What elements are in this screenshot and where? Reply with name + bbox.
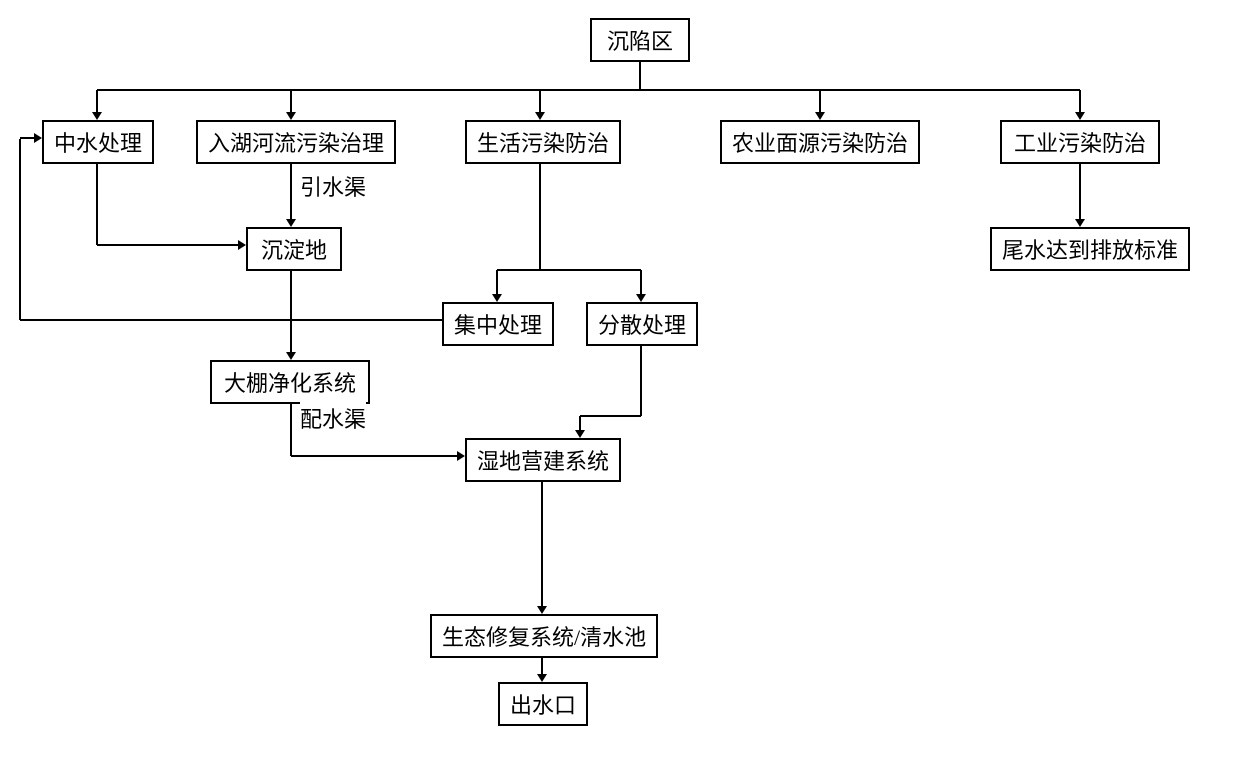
- node-wet: 湿地营建系统: [465, 438, 621, 482]
- node-n2: 入湖河流污染治理: [196, 120, 396, 164]
- node-cent: 集中处理: [442, 302, 554, 346]
- label-l2: 配水渠: [300, 402, 366, 434]
- node-sed: 沉淀地: [246, 227, 342, 271]
- node-n1: 中水处理: [42, 120, 154, 164]
- node-eco: 生态修复系统/清水池: [430, 614, 658, 658]
- node-n5: 工业污染防治: [1000, 120, 1160, 164]
- node-n5b: 尾水达到排放标准: [990, 227, 1190, 271]
- node-root: 沉陷区: [590, 18, 690, 62]
- node-n3: 生活污染防治: [465, 120, 621, 164]
- node-out: 出水口: [498, 682, 588, 726]
- label-l1: 引水渠: [300, 170, 366, 202]
- node-green: 大棚净化系统: [210, 360, 370, 404]
- node-n4: 农业面源污染防治: [720, 120, 920, 164]
- node-disp: 分散处理: [586, 302, 698, 346]
